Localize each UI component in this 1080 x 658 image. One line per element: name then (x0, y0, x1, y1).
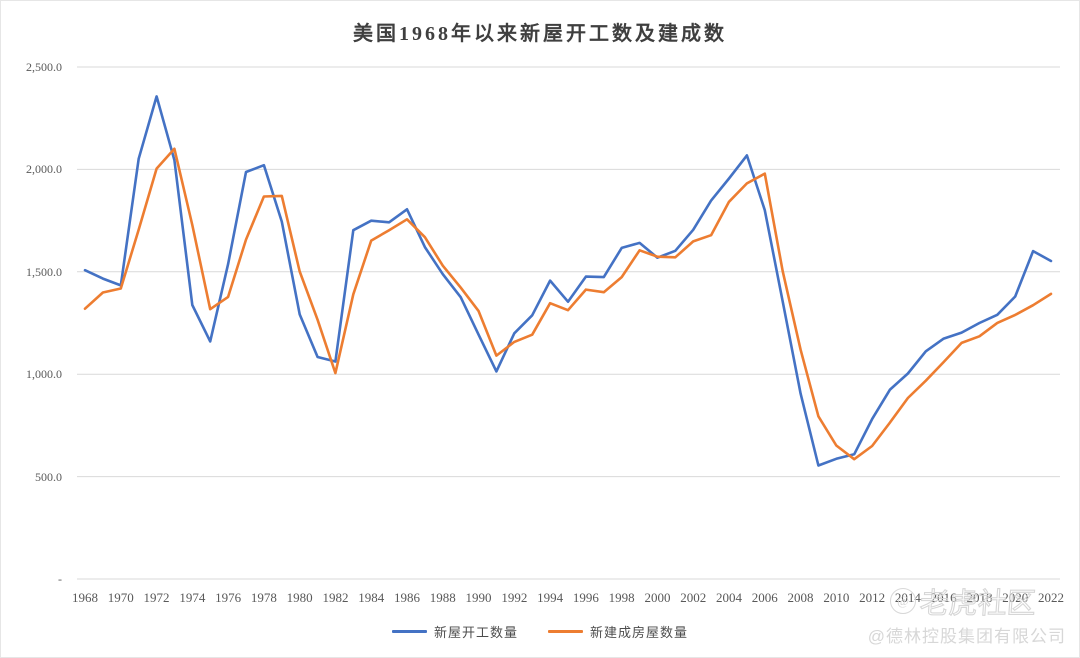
x-axis-tick-label: 2004 (716, 590, 742, 605)
line-series-1 (83, 147, 1053, 461)
x-axis-tick-label: 1974 (179, 590, 206, 605)
x-axis-tick-label: 2020 (1002, 590, 1029, 605)
x-axis-tick-label: 2010 (823, 590, 850, 605)
legend-line-swatch-blue (391, 630, 427, 633)
y-axis-tick-label: 1,000.0 (26, 367, 62, 382)
x-axis-tick-label: 1986 (394, 590, 420, 605)
x-axis-tick-label: 1972 (143, 590, 170, 605)
x-axis-tick-label: 2016 (930, 590, 957, 605)
x-axis-tick-label: 1980 (286, 590, 313, 605)
legend-item-starts: 新屋开工数量 (391, 622, 518, 641)
x-axis-tick-label: 2006 (751, 590, 778, 605)
x-axis-tick-label: 2012 (859, 590, 886, 605)
legend-label: 新屋开工数量 (433, 625, 518, 640)
legend-line-swatch-orange (548, 630, 583, 633)
x-axis-tick-label: 1968 (72, 590, 98, 605)
y-axis-tick-label: 2,000.0 (26, 162, 62, 177)
y-axis-tick-label: 1,500.0 (26, 264, 62, 279)
x-axis-tick-label: 1984 (358, 590, 385, 605)
legend: 新屋开工数量 新建成房屋数量 (0, 622, 1080, 641)
x-axis-tick-label: 1998 (608, 590, 635, 605)
x-axis-tick-label: 2000 (644, 590, 671, 605)
chart-title: 美国1968年以来新屋开工数及建成数 (353, 23, 727, 45)
x-axis-tick-label: 1970 (107, 590, 134, 605)
x-axis-tick-label: 1994 (537, 590, 564, 605)
x-axis-tick-label: 1976 (215, 590, 242, 605)
x-axis-tick-label: 1990 (465, 590, 492, 605)
legend-item-completions: 新建成房屋数量 (548, 622, 688, 641)
legend-label: 新建成房屋数量 (590, 625, 689, 640)
x-axis-tick-label: 2018 (966, 590, 993, 605)
x-axis-tick-label: 2022 (1038, 590, 1064, 605)
x-axis-tick-label: 1996 (572, 590, 599, 605)
x-axis-tick-label: 1982 (322, 590, 349, 605)
y-axis-tick-label: 2,500.0 (26, 60, 62, 74)
x-axis-tick-label: 2014 (894, 590, 921, 605)
x-axis-tick-label: 2008 (787, 590, 814, 605)
y-axis-tick-label: - (58, 572, 62, 586)
x-axis-tick-label: 1978 (250, 590, 277, 605)
x-axis-tick-label: 1992 (501, 590, 528, 605)
line-series-0 (83, 95, 1053, 467)
x-axis-tick-label: 2002 (680, 590, 707, 605)
x-axis-tick-label: 1988 (429, 590, 456, 605)
y-axis-tick-label: 500.0 (35, 469, 62, 484)
